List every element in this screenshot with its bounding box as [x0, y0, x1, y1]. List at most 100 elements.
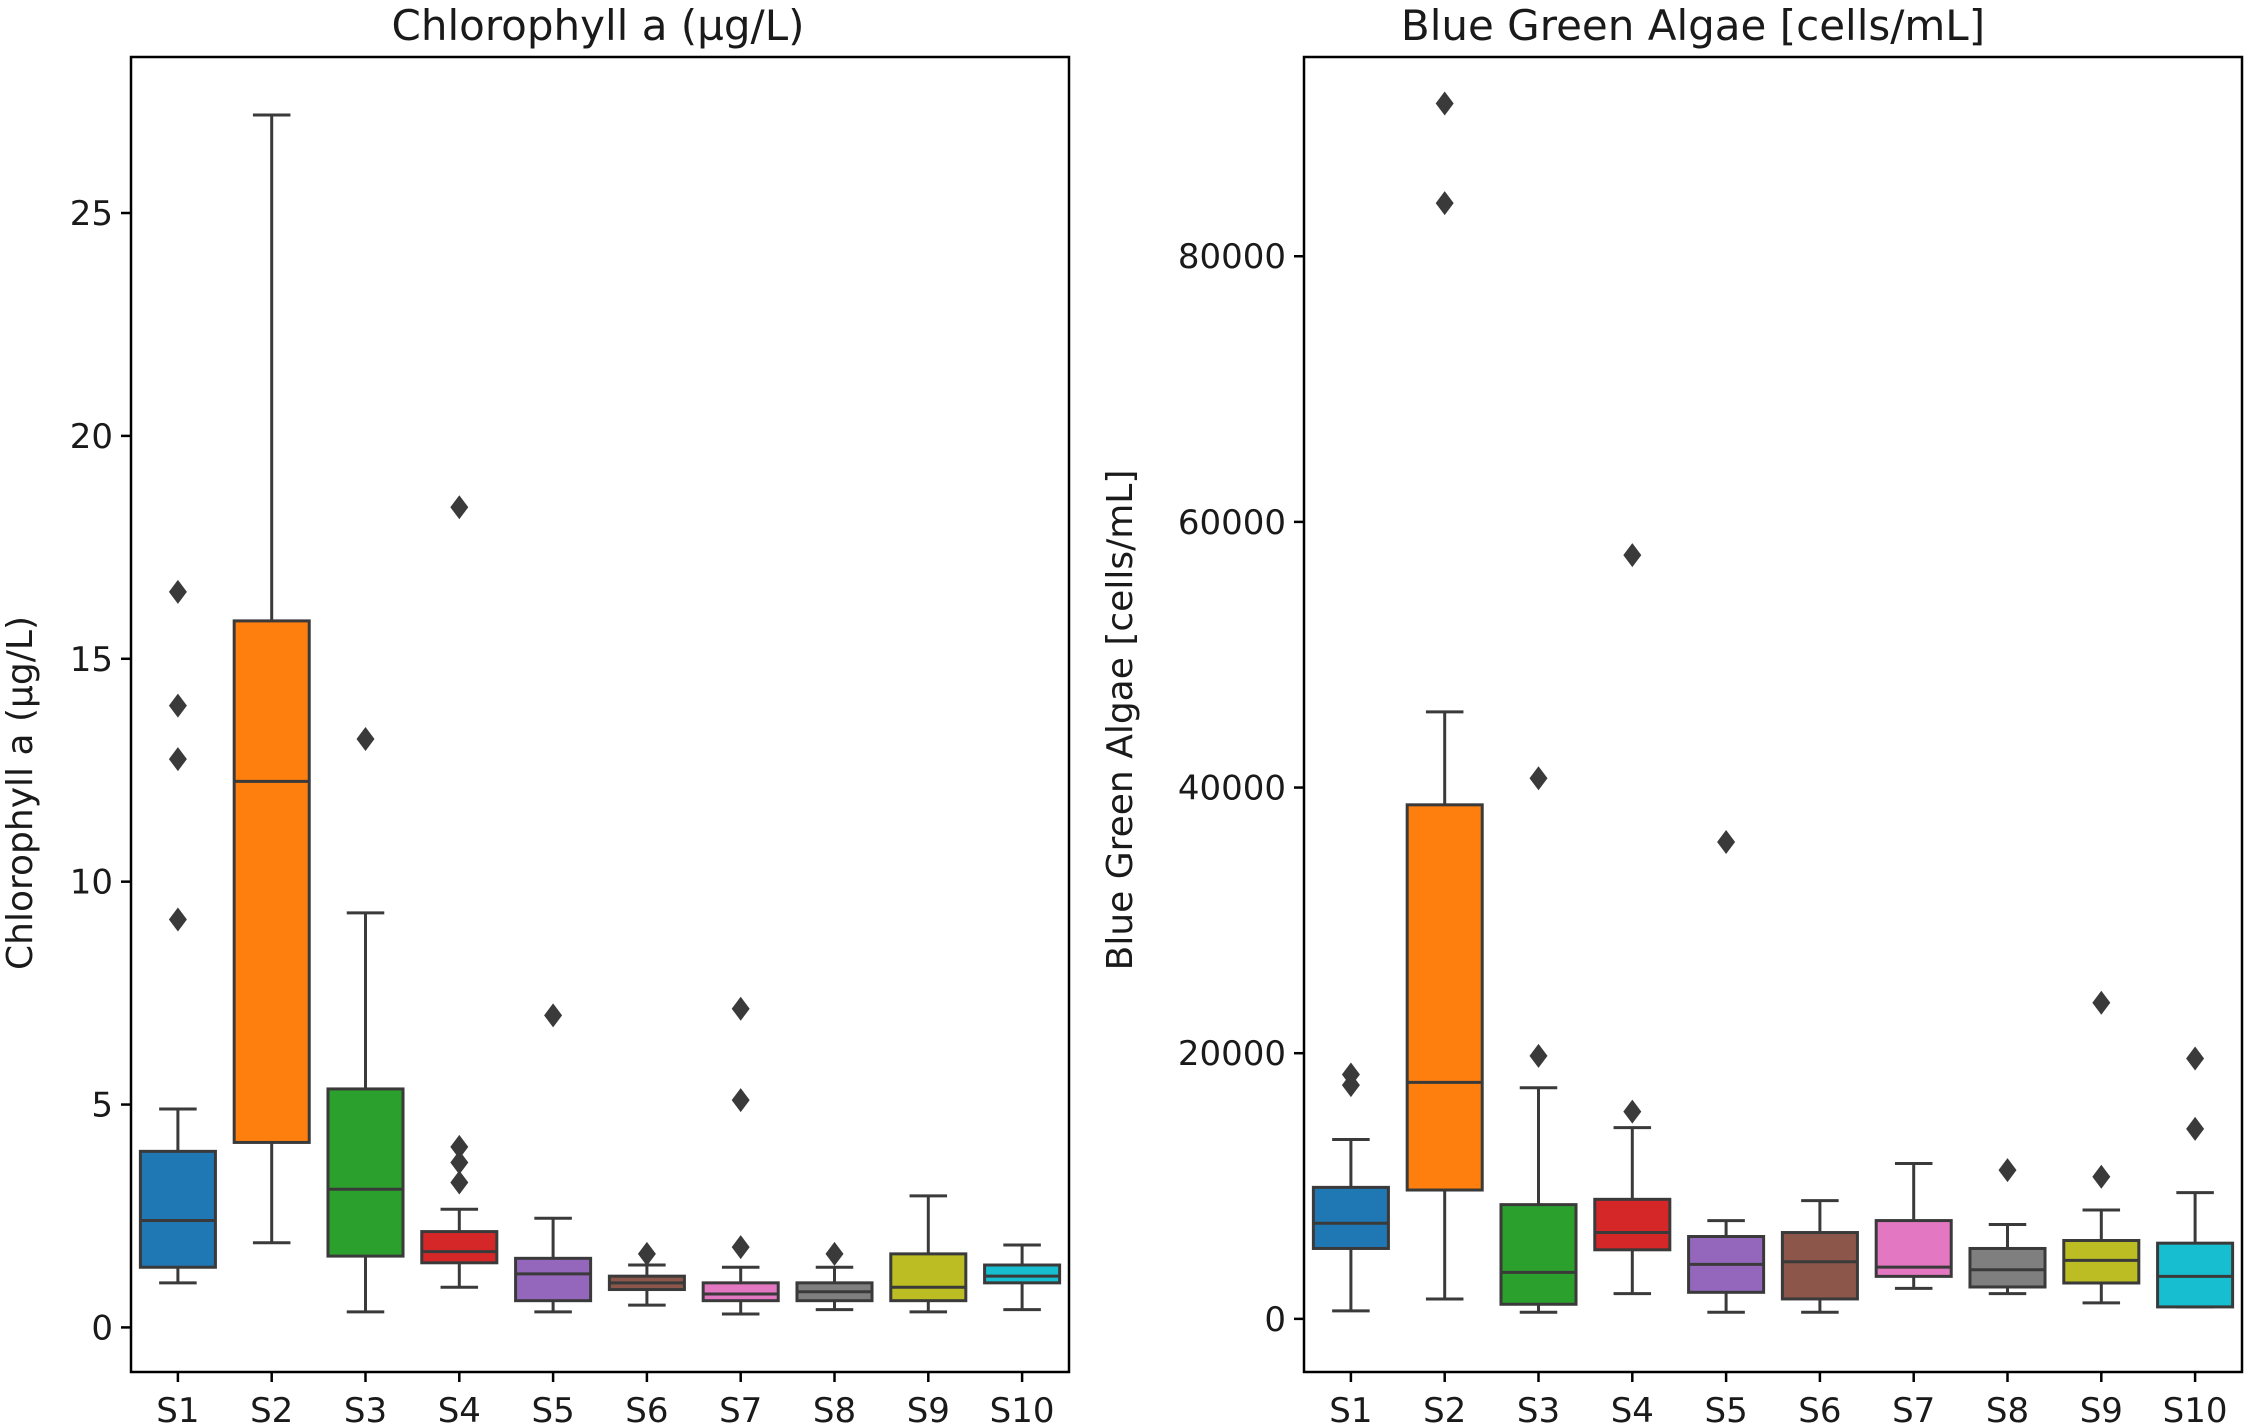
outlier-point: [731, 1235, 750, 1260]
outlier-point: [544, 1003, 563, 1028]
outlier-point: [168, 693, 187, 718]
outlier-point: [731, 996, 750, 1021]
box-s10: [983, 1243, 1062, 1312]
x-tick-label: S8: [813, 1391, 856, 1428]
outlier-point: [1623, 543, 1642, 568]
iqr-box: [420, 1230, 499, 1265]
box-s5: [514, 1003, 593, 1314]
box-s4: [1593, 543, 1672, 1296]
outlier-point: [168, 579, 187, 604]
outlier-point: [1717, 830, 1736, 855]
x-tick-label: S5: [1704, 1391, 1747, 1428]
box-s1: [1311, 1062, 1390, 1313]
x-tick-label: S10: [990, 1391, 1055, 1428]
outlier-point: [168, 747, 187, 772]
y-tick-label: 80000: [1178, 237, 1286, 277]
outlier-point: [1341, 1062, 1360, 1087]
box-s10: [2156, 1046, 2235, 1309]
box-plot-marks: [1311, 91, 2235, 1314]
y-tick-label: 25: [70, 194, 113, 234]
outlier-point: [1435, 91, 1454, 116]
box-s4: [420, 495, 499, 1289]
chart-title: Chlorophyll a (µg/L): [392, 1, 805, 50]
chart-title: Blue Green Algae [cells/mL]: [1401, 1, 1985, 50]
axis-ticks: S1 S2 S3 S4 S5 S6 S7 S8 S9 S10 0 20000 40000 60000 800…: [1178, 237, 2228, 1428]
iqr-box: [983, 1263, 1062, 1285]
y-tick-label: 20000: [1178, 1034, 1286, 1074]
iqr-box: [701, 1281, 780, 1303]
outlier-point: [1623, 1099, 1642, 1124]
box-s2: [232, 113, 311, 1245]
iqr-box: [1968, 1246, 2047, 1289]
outlier-point: [637, 1241, 656, 1266]
outlier-point: [1998, 1158, 2017, 1183]
plot-frame: [1302, 55, 2244, 1374]
y-axis-label: Blue Green Algae [cells/mL]: [1100, 470, 1141, 971]
iqr-box: [1311, 1185, 1390, 1250]
iqr-box: [1405, 803, 1484, 1192]
y-tick-label: 15: [70, 640, 113, 680]
box-s9: [889, 1194, 968, 1314]
iqr-box: [138, 1149, 217, 1269]
blue-green-algae-panel: Blue Green Algae [cells/mL] Blue Green A…: [1100, 1, 2244, 1428]
outlier-point: [1435, 191, 1454, 216]
x-tick-label: S1: [156, 1391, 199, 1428]
x-tick-label: S9: [907, 1391, 950, 1428]
outlier-point: [1529, 766, 1548, 791]
box-s8: [795, 1241, 874, 1312]
x-tick-label: S7: [1892, 1391, 1935, 1428]
y-tick-label: 40000: [1178, 769, 1286, 809]
iqr-box: [1499, 1203, 1578, 1306]
outlier-point: [731, 1088, 750, 1113]
y-tick-label: 0: [91, 1308, 113, 1348]
box-s7: [1874, 1161, 1953, 1290]
y-axis-label: Chlorophyll a (µg/L): [0, 616, 41, 970]
axis-ticks: S1 S2 S3 S4 S5 S6 S7 S8 S9 S10 0 5 10 15 20 25: [70, 194, 1055, 1428]
x-tick-label: S7: [719, 1391, 762, 1428]
outlier-point: [2186, 1046, 2205, 1071]
outlier-point: [450, 1170, 469, 1195]
box-s3: [1499, 766, 1578, 1314]
x-tick-label: S2: [1423, 1391, 1466, 1428]
box-s5: [1687, 830, 1766, 1314]
x-tick-label: S3: [344, 1391, 387, 1428]
outlier-point: [825, 1241, 844, 1266]
box-s1: [138, 579, 217, 1285]
outlier-point: [450, 1150, 469, 1175]
iqr-box: [1593, 1197, 1672, 1252]
y-tick-label: 20: [70, 417, 113, 457]
box-plot-marks: [138, 113, 1062, 1316]
x-tick-label: S2: [250, 1391, 293, 1428]
y-tick-label: 10: [70, 863, 113, 903]
y-tick-label: 60000: [1178, 503, 1286, 543]
x-tick-label: S1: [1329, 1391, 1372, 1428]
plot-frame: [129, 55, 1071, 1374]
iqr-box: [232, 619, 311, 1144]
iqr-box: [514, 1256, 593, 1303]
x-tick-label: S6: [1798, 1391, 1841, 1428]
box-s6: [1780, 1199, 1859, 1314]
iqr-box: [326, 1087, 405, 1258]
x-tick-label: S8: [1986, 1391, 2029, 1428]
x-tick-label: S5: [531, 1391, 574, 1428]
x-tick-label: S10: [2163, 1391, 2228, 1428]
outlier-point: [1529, 1043, 1548, 1068]
x-tick-label: S6: [625, 1391, 668, 1428]
outlier-point: [450, 495, 469, 520]
chlorophyll-panel: Chlorophyll a (µg/L) Chlorophyll a (µg/L…: [0, 1, 1071, 1428]
iqr-box: [889, 1252, 968, 1303]
y-tick-label: 5: [91, 1086, 113, 1126]
box-s8: [1968, 1158, 2047, 1296]
box-s9: [2062, 990, 2141, 1305]
outlier-point: [168, 907, 187, 932]
outlier-point: [2092, 990, 2111, 1015]
box-s2: [1405, 91, 1484, 1301]
x-tick-label: S4: [1611, 1391, 1654, 1428]
iqr-box: [1780, 1231, 1859, 1301]
box-s3: [326, 727, 405, 1314]
outlier-point: [450, 1134, 469, 1159]
box-s7: [701, 996, 780, 1316]
x-tick-label: S9: [2080, 1391, 2123, 1428]
outlier-point: [2092, 1164, 2111, 1189]
